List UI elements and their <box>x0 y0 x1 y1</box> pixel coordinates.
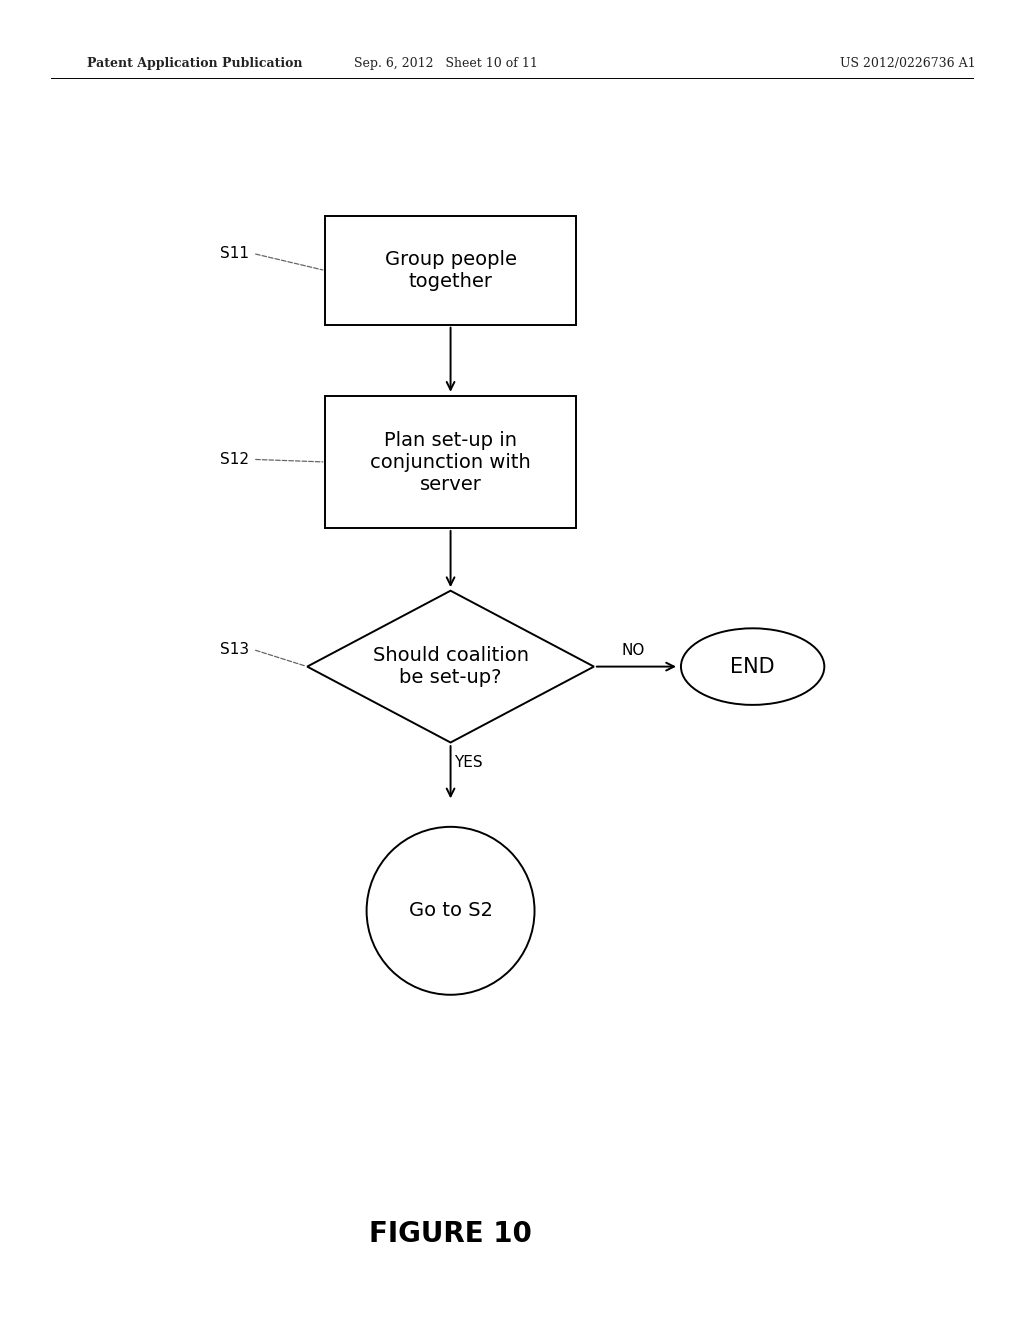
Text: S12: S12 <box>220 451 249 467</box>
Text: Group people
together: Group people together <box>385 249 516 292</box>
Text: FIGURE 10: FIGURE 10 <box>369 1220 532 1249</box>
Text: Go to S2: Go to S2 <box>409 902 493 920</box>
Polygon shape <box>307 591 594 742</box>
Bar <box>326 396 575 528</box>
Text: US 2012/0226736 A1: US 2012/0226736 A1 <box>840 57 975 70</box>
Ellipse shape <box>367 826 535 995</box>
Text: Sep. 6, 2012   Sheet 10 of 11: Sep. 6, 2012 Sheet 10 of 11 <box>353 57 538 70</box>
Text: S11: S11 <box>220 246 249 261</box>
Text: S13: S13 <box>220 642 249 657</box>
Text: Patent Application Publication: Patent Application Publication <box>87 57 302 70</box>
Text: YES: YES <box>454 755 482 771</box>
Ellipse shape <box>681 628 824 705</box>
Text: Should coalition
be set-up?: Should coalition be set-up? <box>373 645 528 688</box>
Text: END: END <box>730 656 775 677</box>
Text: NO: NO <box>622 643 644 659</box>
Bar <box>326 216 575 325</box>
Text: Plan set-up in
conjunction with
server: Plan set-up in conjunction with server <box>371 430 530 494</box>
